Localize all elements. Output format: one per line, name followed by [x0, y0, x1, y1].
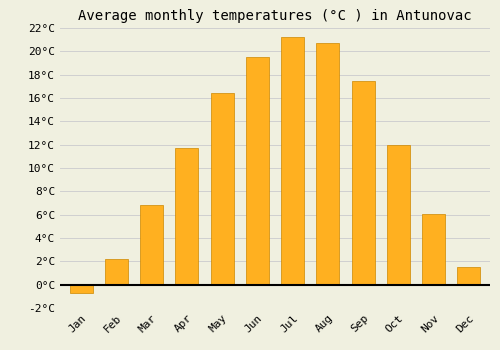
Bar	[316, 43, 340, 285]
Bar	[140, 205, 163, 285]
Title: Average monthly temperatures (°C ) in Antunovac: Average monthly temperatures (°C ) in An…	[78, 9, 472, 23]
Bar	[105, 259, 128, 285]
Bar	[352, 80, 374, 285]
Bar	[422, 214, 445, 285]
Bar	[176, 148, 199, 285]
Bar	[246, 57, 269, 285]
Bar	[281, 37, 304, 285]
Bar	[70, 285, 92, 293]
Bar	[387, 145, 410, 285]
Bar	[458, 267, 480, 285]
Bar	[210, 93, 234, 285]
